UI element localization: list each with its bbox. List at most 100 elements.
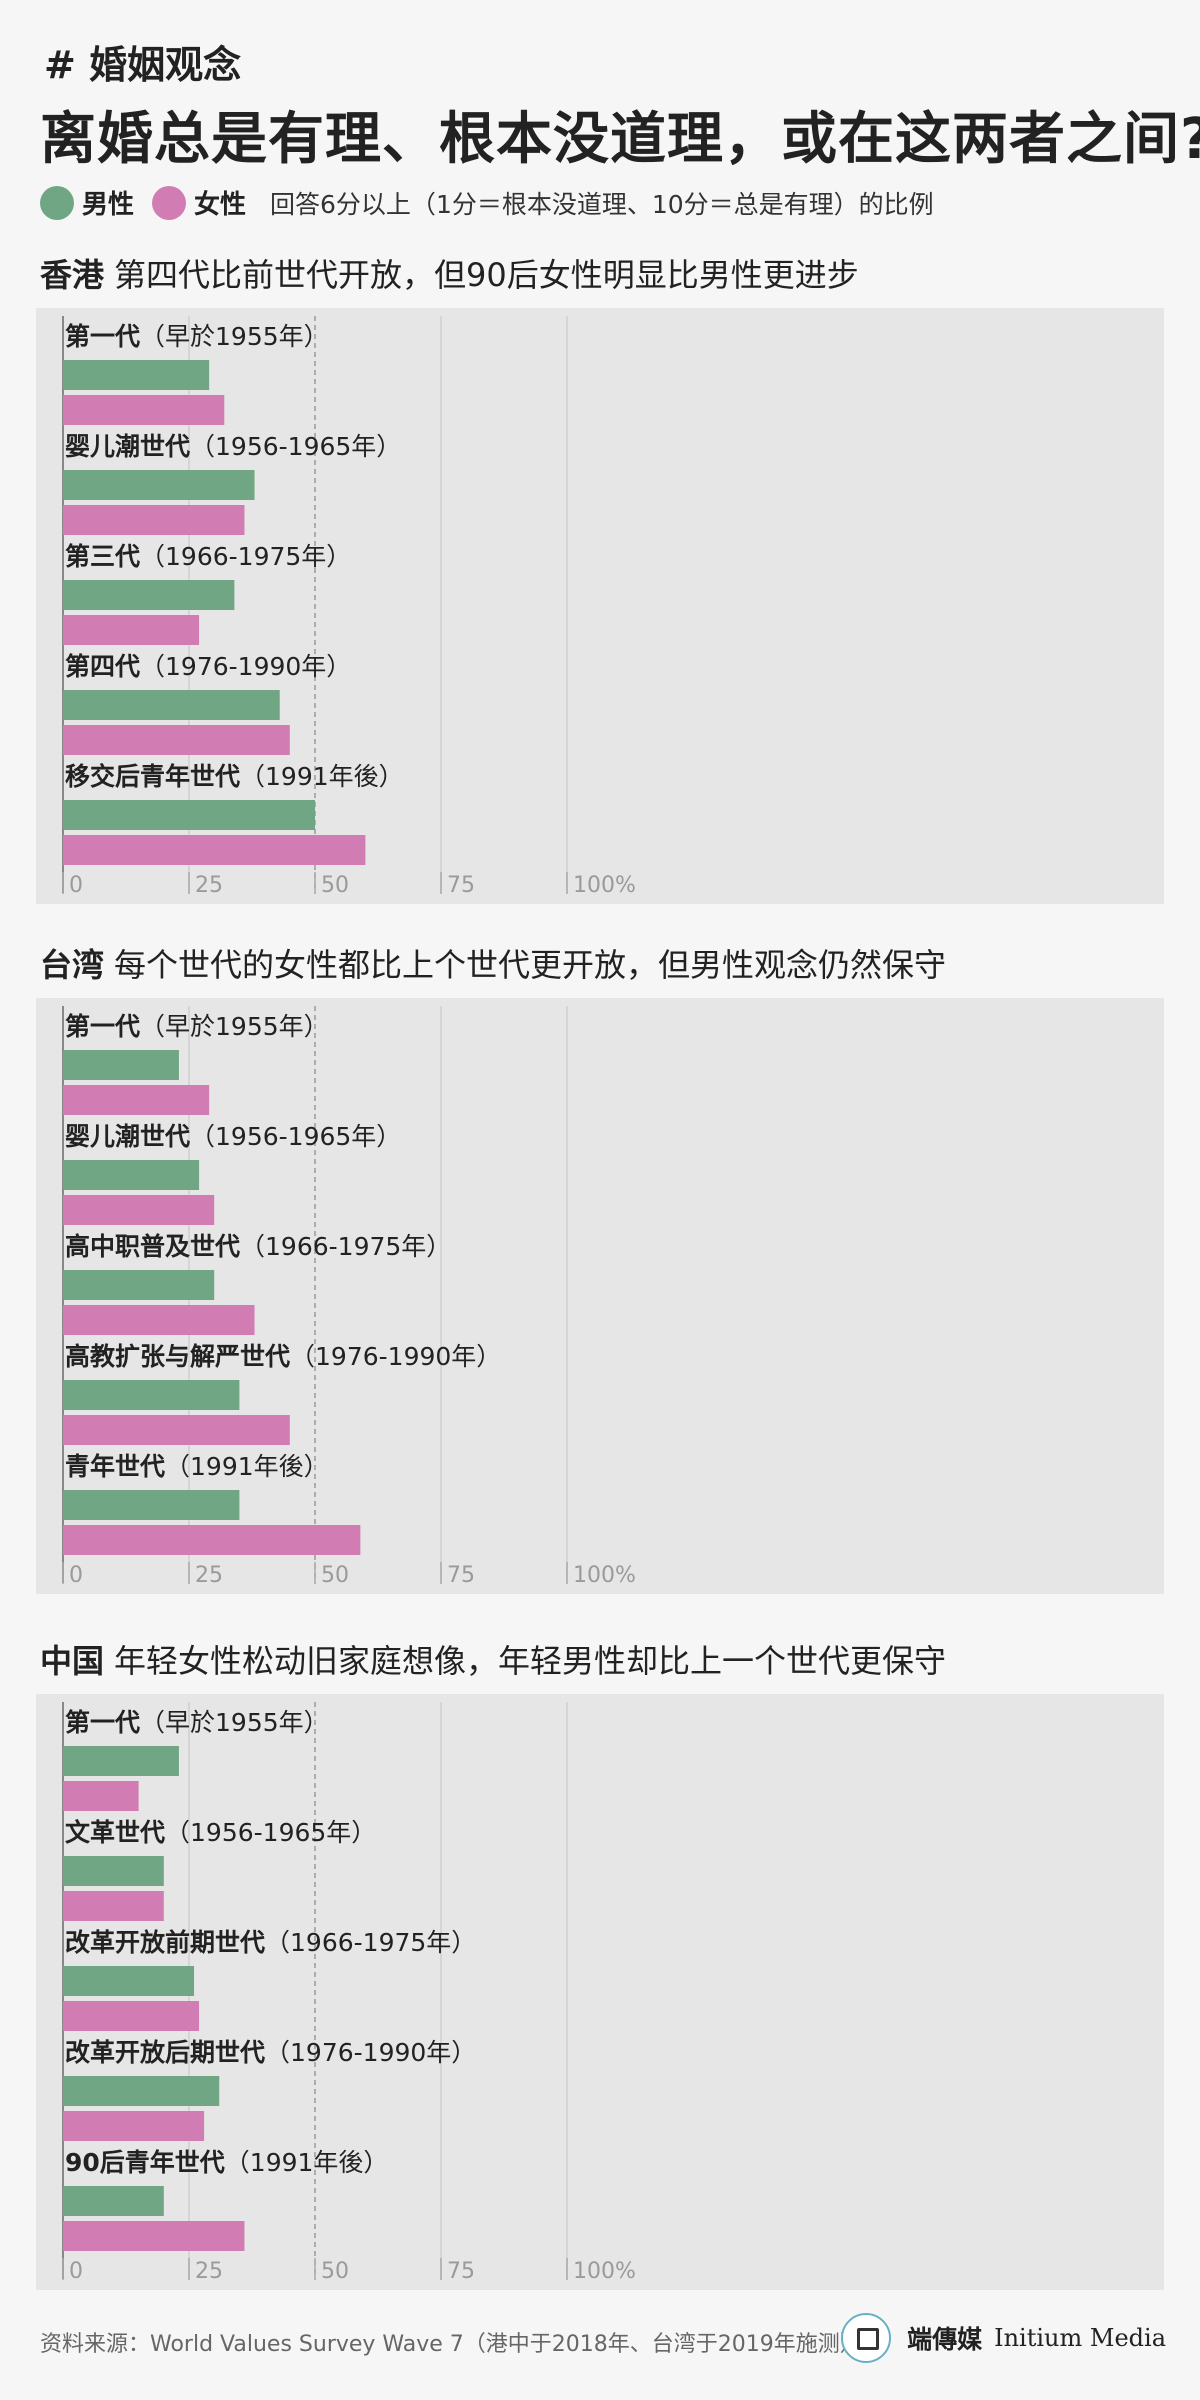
chart-subhead-hongkong: 香港 第四代比前世代开放，但90后女性明显比男性更进步: [40, 250, 859, 296]
category-name: 90后青年世代: [65, 2148, 225, 2177]
male-bar: [63, 1856, 164, 1886]
tick-label: 100%: [573, 873, 636, 898]
female-bar: [63, 1781, 139, 1811]
chart-subhead-taiwan: 台湾 每个世代的女性都比上个世代更开放，但男性观念仍然保守: [40, 940, 946, 986]
category-years: （1956-1965年）: [190, 432, 401, 461]
tick-label: 75: [447, 1563, 475, 1588]
chart-subhead-china: 中国 年轻女性松动旧家庭想像，年轻男性却比上一个世代更保守: [40, 1636, 946, 1682]
category-name: 婴儿潮世代: [65, 1122, 190, 1151]
category-years: （1991年後）: [225, 2148, 389, 2177]
page-title: 离婚总是有理、根本没道理，或在这两者之间?: [40, 107, 1200, 172]
chart-panel-taiwan: 0 25 50 75 100% 第一代（早於1955年） 婴儿潮世代（1956-1965年）…: [36, 998, 1164, 1594]
bar-chart-taiwan: 0 25 50 75 100% 第一代（早於1955年） 婴儿潮世代（1956-1965年）…: [62, 1006, 636, 1588]
category-years: （早於1955年）: [140, 322, 329, 351]
tick-label: 100%: [573, 1563, 636, 1588]
region-label: 中国: [40, 1642, 105, 1680]
female-bar: [63, 395, 225, 425]
category-label: 第一代（早於1955年）: [65, 1708, 329, 1737]
category-years: （1991年後）: [240, 762, 404, 791]
category-name: 第四代: [65, 652, 140, 681]
category-label: 90后青年世代（1991年後）: [65, 2148, 388, 2177]
male-bar: [63, 1490, 240, 1520]
category-years: （1966-1975年）: [265, 1928, 476, 1957]
brand-name-en: Initium Media: [994, 2324, 1166, 2352]
tick-label: 75: [447, 2259, 475, 2284]
category-name: 文革世代: [65, 1818, 165, 1847]
tick-label: 25: [195, 873, 223, 898]
bar-chart-china: 0 25 50 75 100% 第一代（早於1955年） 文革世代（1956-1965年） 改…: [62, 1702, 636, 2284]
category-label: 婴儿潮世代（1956-1965年）: [65, 1122, 401, 1151]
tick-label: 25: [195, 2259, 223, 2284]
category-label: 改革开放后期世代（1976-1990年）: [65, 2038, 476, 2067]
category-name: 第一代: [65, 322, 140, 351]
initium-logo-icon: [841, 2313, 892, 2363]
male-bar: [63, 1160, 200, 1190]
female-bar: [63, 505, 245, 535]
category-name: 婴儿潮世代: [65, 432, 190, 461]
region-label: 台湾: [40, 946, 105, 984]
legend: 男性 女性 回答6分以上（1分＝根本没道理、10分＝总是有理）的比例: [40, 184, 934, 221]
male-legend-swatch: [40, 185, 74, 220]
source-note: 资料来源：World Values Survey Wave 7（港中于2018年…: [40, 2332, 862, 2357]
tick-label: 25: [195, 1563, 223, 1588]
region-label: 香港: [40, 256, 105, 294]
category-years: （1976-1990年）: [290, 1342, 501, 1371]
tick-label: 100%: [573, 2259, 636, 2284]
male-bar: [63, 580, 235, 610]
tick-label: 50: [321, 1563, 349, 1588]
category-years: （1966-1975年）: [140, 542, 351, 571]
tick-label: 50: [321, 873, 349, 898]
category-label: 青年世代（1991年後）: [65, 1452, 329, 1481]
female-bar: [63, 2221, 245, 2251]
category-years: （1991年後）: [165, 1452, 329, 1481]
category-label: 第一代（早於1955年）: [65, 1012, 329, 1041]
male-bar: [63, 690, 280, 720]
category-name: 改革开放前期世代: [65, 1928, 265, 1957]
male-legend-label: 男性: [82, 190, 135, 220]
tick-label: 75: [447, 873, 475, 898]
category-label: 第一代（早於1955年）: [65, 322, 329, 351]
male-bar: [63, 1966, 195, 1996]
female-legend-label: 女性: [194, 190, 247, 220]
female-bar: [63, 1195, 215, 1225]
hashtag-label: # 婚姻观念: [44, 43, 242, 87]
female-bar: [63, 615, 200, 645]
category-name: 第一代: [65, 1708, 140, 1737]
female-legend-swatch: [152, 185, 187, 220]
chart-subtitle: 年轻女性松动旧家庭想像，年轻男性却比上一个世代更保守: [114, 1642, 947, 1680]
chart-panel-china: 0 25 50 75 100% 第一代（早於1955年） 文革世代（1956-1965年） 改…: [36, 1694, 1164, 2290]
category-name: 移交后青年世代: [65, 762, 240, 791]
tick-label: 0: [69, 2259, 83, 2284]
category-years: （1956-1965年）: [190, 1122, 401, 1151]
male-bar: [63, 800, 315, 830]
category-years: （早於1955年）: [140, 1708, 329, 1737]
category-name: 改革开放后期世代: [65, 2038, 265, 2067]
category-label: 改革开放前期世代（1966-1975年）: [65, 1928, 476, 1957]
chart-subtitle: 每个世代的女性都比上个世代更开放，但男性观念仍然保守: [114, 946, 947, 984]
male-bar: [63, 2186, 164, 2216]
male-bar: [63, 470, 255, 500]
category-name: 高教扩张与解严世代: [65, 1342, 290, 1371]
category-label: 移交后青年世代（1991年後）: [65, 762, 404, 791]
category-label: 文革世代（1956-1965年）: [65, 1818, 376, 1847]
female-bar: [63, 1085, 210, 1115]
chart-subtitle: 第四代比前世代开放，但90后女性明显比男性更进步: [114, 256, 859, 294]
category-label: 第三代（1966-1975年）: [65, 542, 351, 571]
female-bar: [63, 2001, 200, 2031]
male-bar: [63, 360, 210, 390]
female-bar: [63, 1891, 164, 1921]
tick-label: 0: [69, 873, 83, 898]
female-bar: [63, 1305, 255, 1335]
category-name: 第一代: [65, 1012, 140, 1041]
category-years: （1956-1965年）: [165, 1818, 376, 1847]
female-bar: [63, 1525, 361, 1555]
legend-description: 回答6分以上（1分＝根本没道理、10分＝总是有理）的比例: [270, 189, 934, 219]
tick-label: 50: [321, 2259, 349, 2284]
category-label: 婴儿潮世代（1956-1965年）: [65, 432, 401, 461]
brand[interactable]: 端傳媒 Initium Media: [841, 2313, 1166, 2363]
male-bar: [63, 1270, 215, 1300]
category-years: （早於1955年）: [140, 1012, 329, 1041]
brand-name-cn: 端傳媒: [907, 2325, 983, 2354]
male-bar: [63, 1746, 179, 1776]
category-years: （1976-1990年）: [265, 2038, 476, 2067]
